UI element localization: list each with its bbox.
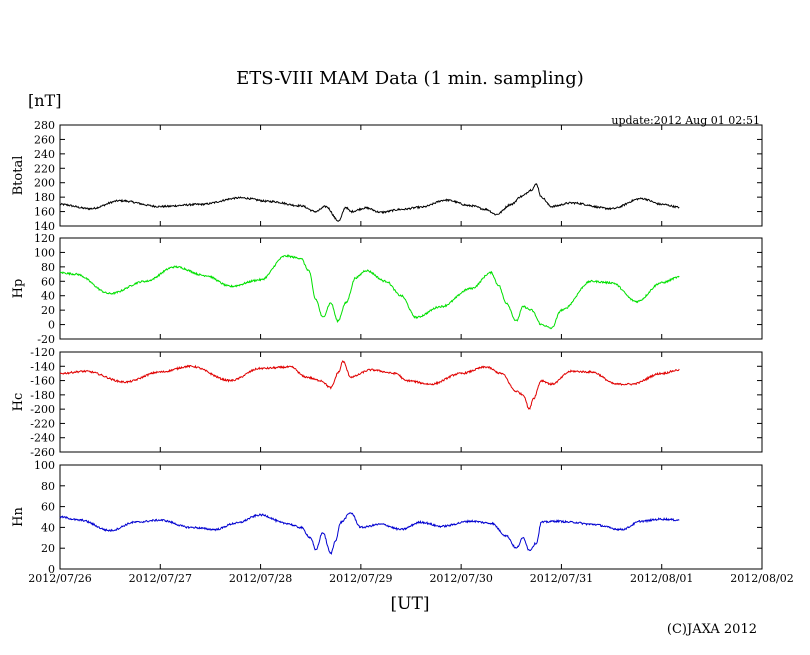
y-tick-label: -140 <box>30 360 55 373</box>
x-tick-label: 2012/07/29 <box>329 572 392 585</box>
y-tick-label: 180 <box>34 191 55 204</box>
x-tick-label: 2012/07/27 <box>129 572 192 585</box>
panel-frame <box>59 237 763 340</box>
y-tick-label: 100 <box>34 459 55 472</box>
x-tick-label: 2012/08/02 <box>730 572 793 585</box>
y-tick-label: -120 <box>30 346 55 359</box>
y-tick-label: 140 <box>34 220 55 233</box>
y-tick-label: 240 <box>34 148 55 161</box>
y-tick-label: 20 <box>41 304 55 317</box>
x-tick-label: 2012/08/01 <box>630 572 693 585</box>
y-tick-label: -180 <box>30 389 55 402</box>
y-tick-label: 120 <box>34 232 55 245</box>
panel-frame <box>59 351 763 453</box>
panel-hn: 0 20 40 60 80 100 Hn <box>11 459 763 576</box>
y-tick-label: 40 <box>41 521 55 534</box>
y-axis-label-hc: Hc <box>11 393 26 412</box>
y-axis-label-hn: Hn <box>11 507 26 527</box>
x-axis-label: [UT] <box>391 594 430 614</box>
y-tick-label: 80 <box>41 261 55 274</box>
y-tick-label: 20 <box>41 542 55 555</box>
y-tick-label: 80 <box>41 480 55 493</box>
unit-label: [nT] <box>28 91 61 110</box>
y-tick-label: -260 <box>30 446 55 459</box>
y-tick-label: 260 <box>34 133 55 146</box>
y-axis-label-hp: Hp <box>11 279 26 299</box>
series-line-hn <box>59 512 680 556</box>
y-tick-label: -160 <box>30 375 55 388</box>
chart-title: ETS-VIII MAM Data (1 min. sampling) <box>236 68 584 89</box>
y-axis-label-btotal: Btotal <box>11 156 26 196</box>
y-tick-label: 100 <box>34 246 55 259</box>
y-tick-label: 200 <box>34 177 55 190</box>
y-tick-label: -20 <box>37 333 55 346</box>
y-tick-label: 0 <box>48 319 55 332</box>
y-tick-label: 40 <box>41 290 55 303</box>
y-tick-label: -200 <box>30 403 55 416</box>
y-tick-label: -220 <box>30 417 55 430</box>
series-line-hc <box>59 359 680 410</box>
y-tick-label: 60 <box>41 275 55 288</box>
y-tick-label: 60 <box>41 501 55 514</box>
y-tick-label: 160 <box>34 206 55 219</box>
y-tick-label: 280 <box>34 119 55 132</box>
copyright-text: (C)JAXA 2012 <box>667 622 757 637</box>
panel-frame <box>59 464 763 570</box>
y-tick-label: -240 <box>30 432 55 445</box>
x-tick-label: 2012/07/31 <box>530 572 593 585</box>
x-tick-label: 2012/07/30 <box>429 572 492 585</box>
x-tick-label: 2012/07/28 <box>229 572 292 585</box>
x-tick-label: 2012/07/26 <box>28 572 91 585</box>
y-tick-label: 0 <box>48 563 55 576</box>
y-tick-label: 220 <box>34 162 55 175</box>
series-line-hp <box>59 254 680 330</box>
update-timestamp: update:2012 Aug 01 02:51 <box>611 114 760 127</box>
series-line-btotal <box>59 183 680 222</box>
panel-hc: -120-140 -160-180-200-220 -240-260 Hc <box>11 346 763 459</box>
panel-frame <box>59 124 763 227</box>
